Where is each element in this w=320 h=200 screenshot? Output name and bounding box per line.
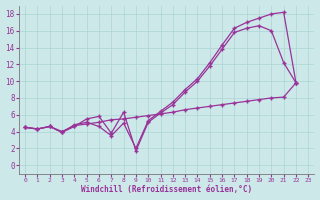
X-axis label: Windchill (Refroidissement éolien,°C): Windchill (Refroidissement éolien,°C)	[81, 185, 252, 194]
